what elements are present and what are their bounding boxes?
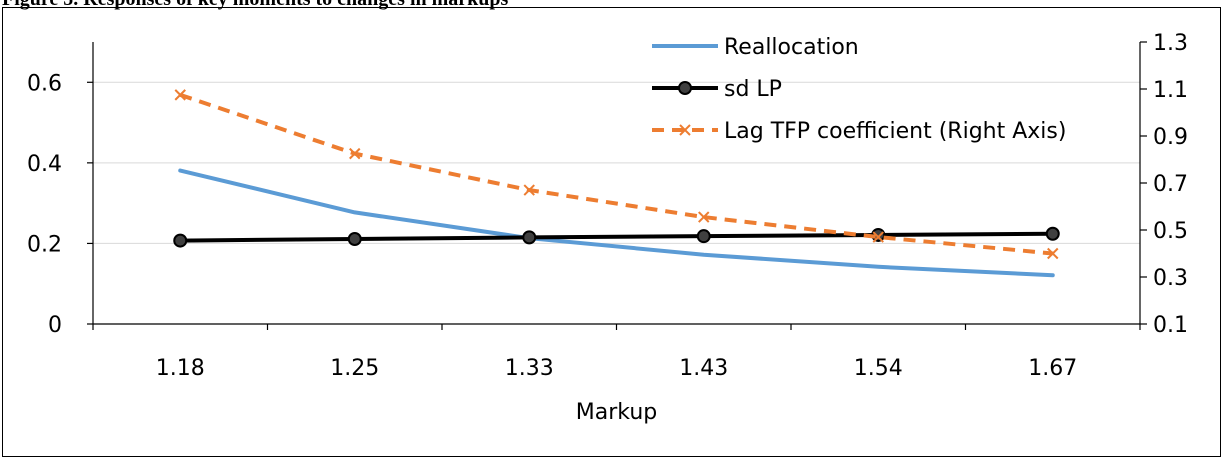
data-point-marker bbox=[679, 124, 691, 136]
legend-item: Lag TFP coefficient (Right Axis) bbox=[652, 119, 1066, 144]
legend-item: sd LP bbox=[652, 77, 782, 102]
series-0 bbox=[178, 168, 1055, 278]
data-point-marker bbox=[347, 231, 362, 246]
x-tick-label: 1.25 bbox=[330, 356, 379, 381]
data-point-marker bbox=[1047, 247, 1059, 260]
y-tick-label: 0.2 bbox=[27, 232, 62, 257]
legend-item: Reallocation bbox=[652, 35, 859, 60]
series-lines bbox=[173, 89, 1060, 278]
y-tick-label: 0.6 bbox=[27, 71, 62, 96]
x-tick-label: 1.43 bbox=[679, 356, 728, 381]
data-point-marker bbox=[522, 230, 537, 245]
y2-tick-label: 0.1 bbox=[1153, 313, 1188, 338]
y2-tick-label: 1.3 bbox=[1153, 31, 1188, 56]
y-tick-label: 0.4 bbox=[27, 152, 62, 177]
data-point-marker bbox=[174, 89, 186, 101]
y-tick-label: 0 bbox=[48, 313, 62, 338]
axes: 0 0.2 0.4 0.6 0.1 0.3 0.5 0.7 0.9 1.1 1.3 1.18 1.25 1… bbox=[27, 31, 1188, 381]
legend-label: Lag TFP coefficient (Right Axis) bbox=[724, 119, 1066, 144]
x-tick-label: 1.18 bbox=[156, 356, 205, 381]
gridlines bbox=[93, 81, 1140, 244]
series-line bbox=[179, 92, 1053, 256]
series-1 bbox=[173, 226, 1060, 248]
x-tick-label: 1.54 bbox=[854, 356, 903, 381]
y2-tick-label: 1.1 bbox=[1153, 78, 1188, 103]
x-tick-label: 1.33 bbox=[505, 356, 554, 381]
y2-tick-label: 0.9 bbox=[1153, 125, 1188, 150]
figure-caption: Figure 5. Responses of key moments to ch… bbox=[2, 0, 508, 11]
data-point-marker bbox=[523, 184, 535, 196]
y2-tick-label: 0.7 bbox=[1153, 172, 1188, 197]
x-tick-label: 1.67 bbox=[1028, 356, 1077, 381]
data-point-marker bbox=[696, 229, 711, 244]
data-point-marker bbox=[1045, 226, 1060, 241]
legend-label: sd LP bbox=[724, 77, 782, 102]
legend: Reallocation sd LP Lag TFP coefficient (Ri… bbox=[652, 35, 1066, 144]
legend-label: Reallocation bbox=[724, 35, 859, 60]
x-axis-title: Markup bbox=[576, 400, 657, 425]
data-point-marker bbox=[872, 231, 884, 243]
data-point-marker bbox=[173, 233, 188, 248]
series-2 bbox=[174, 89, 1059, 260]
series-line bbox=[178, 231, 1055, 243]
y2-tick-label: 0.5 bbox=[1153, 219, 1188, 244]
axis-labels: Markup bbox=[576, 400, 657, 425]
series-line bbox=[178, 168, 1055, 278]
data-point-marker bbox=[698, 211, 710, 223]
data-point-marker bbox=[678, 81, 692, 95]
y2-tick-label: 0.3 bbox=[1153, 266, 1188, 291]
data-point-marker bbox=[349, 147, 361, 160]
chart-frame bbox=[2, 7, 1221, 457]
